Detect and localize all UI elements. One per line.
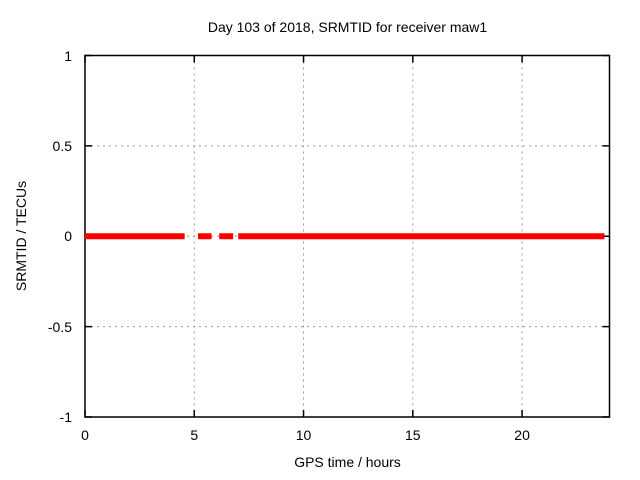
- x-tick-label: 10: [295, 427, 312, 443]
- y-tick-label: 1: [64, 47, 72, 64]
- y-tick-label: -1: [59, 409, 72, 425]
- chart-title: Day 103 of 2018, SRMTID for receiver maw…: [207, 19, 488, 35]
- y-tick-label: 0.5: [52, 137, 72, 154]
- x-tick-label: 15: [405, 427, 421, 443]
- y-tick-label: 0: [64, 228, 72, 245]
- y-tick-label: -0.5: [47, 318, 72, 335]
- x-axis-label: GPS time / hours: [294, 454, 401, 470]
- x-tick-label: 5: [190, 427, 199, 443]
- x-tick-label: 20: [514, 427, 530, 443]
- x-tick-label: 0: [81, 427, 89, 443]
